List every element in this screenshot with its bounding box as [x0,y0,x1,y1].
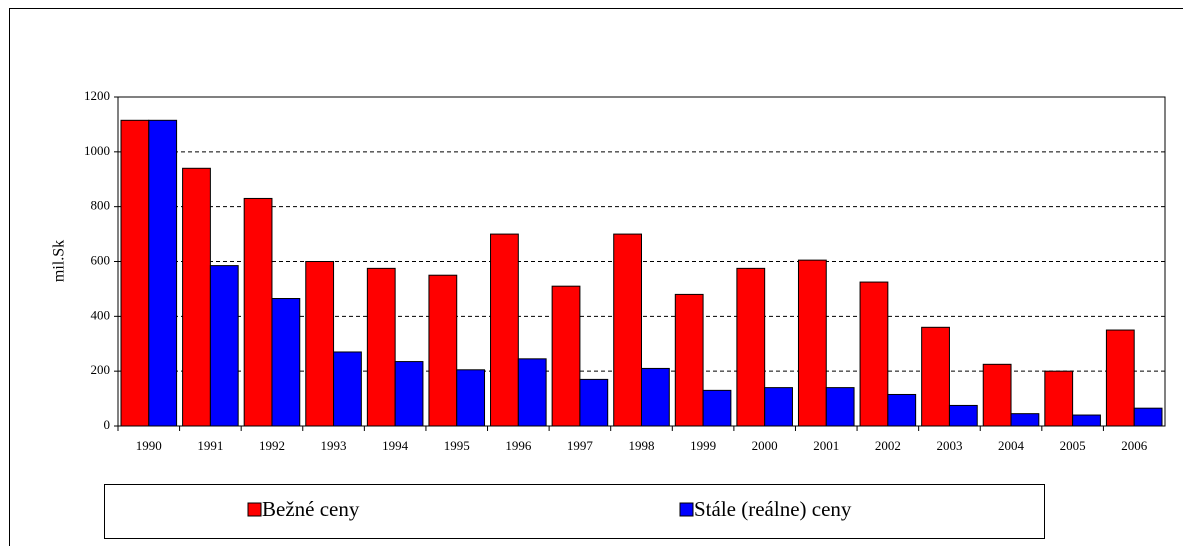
bar [859,281,889,427]
x-tick-label: 2003 [936,438,962,453]
bar [579,378,609,427]
x-tick-label: 1995 [444,438,470,453]
y-tick-label: 1200 [84,88,110,103]
outer-border [9,8,1183,546]
bar [148,119,178,427]
bar [305,261,335,427]
x-tick-label: 2005 [1060,438,1086,453]
bar [271,298,301,427]
y-tick-label: 800 [91,198,111,213]
x-tick-label: 1999 [690,438,716,453]
y-axis-label: mil.Sk [51,240,68,282]
legend [104,484,1045,539]
bar [613,233,642,427]
legend-label: Bežné ceny [262,497,360,521]
bar [1133,407,1163,427]
bar [982,363,1012,427]
bar [1044,370,1074,427]
x-tick-label: 1991 [197,438,223,453]
bar [428,274,458,427]
bar [182,167,211,427]
x-tick-label: 1996 [505,438,532,453]
plot-frame [117,96,1166,427]
x-tick-label: 1992 [259,438,285,453]
bar [551,285,581,427]
x-tick-label: 2006 [1121,438,1148,453]
bar [1010,413,1040,427]
bar [243,197,273,427]
bar [366,267,396,427]
y-tick-label: 1000 [84,143,110,158]
x-tick-label: 2002 [875,438,901,453]
legend-swatch [679,502,694,517]
bar [333,351,362,427]
x-tick-label: 1998 [629,438,655,453]
bar [797,259,827,427]
x-tick-label: 1990 [136,438,162,453]
bar [764,387,793,427]
y-tick-label: 0 [104,417,111,432]
x-tick-label: 1993 [321,438,347,453]
bar [456,369,486,427]
bar [517,358,547,427]
bar [736,267,766,427]
x-tick-label: 2004 [998,438,1025,453]
bar [702,389,732,427]
y-tick-label: 600 [91,252,111,267]
bar [948,404,978,427]
bar [1072,414,1101,427]
legend-label: Stále (reálne) ceny [694,497,852,521]
bar [887,393,917,427]
bar [641,367,670,427]
bar [490,233,519,427]
bar [674,293,704,427]
bar [120,119,150,427]
bar [1105,329,1135,427]
legend-swatch [247,502,262,517]
bar [921,326,950,427]
bar [209,265,239,427]
x-tick-label: 1994 [382,438,409,453]
x-tick-label: 1997 [567,438,594,453]
bar [825,387,855,427]
y-tick-label: 200 [91,362,111,377]
x-tick-label: 2001 [813,438,839,453]
bar [394,361,424,427]
x-tick-label: 2000 [752,438,778,453]
y-tick-label: 400 [91,307,111,322]
